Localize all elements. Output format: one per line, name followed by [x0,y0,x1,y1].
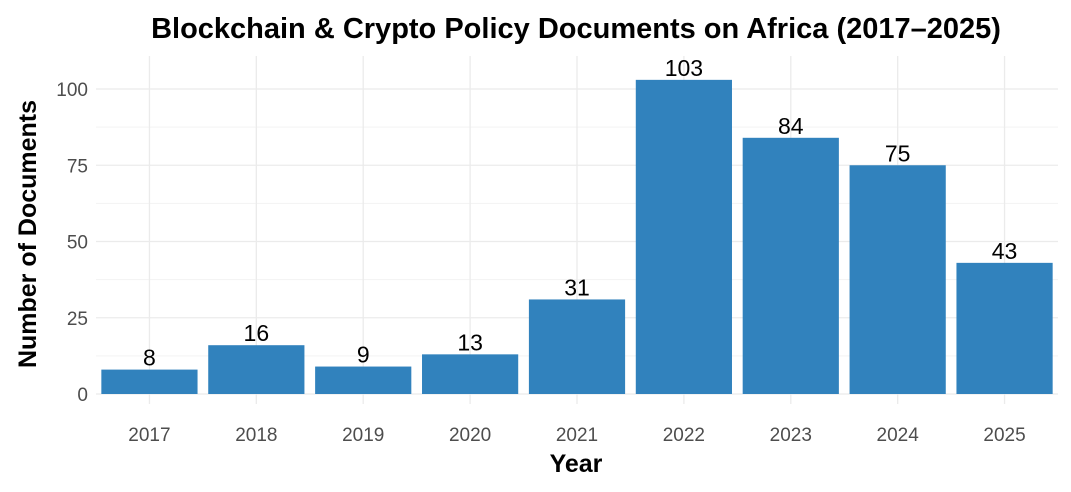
bar-2017 [101,369,198,394]
x-tick-label: 2020 [449,425,491,446]
bar-value-label: 9 [357,342,370,368]
y-tick-label: 25 [67,309,88,330]
x-tick-label: 2022 [663,425,705,446]
x-axis-title: Year [550,450,603,478]
x-tick-label: 2025 [983,425,1025,446]
y-tick-label: 0 [77,385,88,406]
bar-2022 [635,79,732,394]
bar-2024 [849,165,946,394]
bar-value-label: 43 [992,238,1018,264]
x-tick-label: 2019 [342,425,384,446]
y-tick-label: 75 [67,156,88,177]
bar-2019 [315,366,412,394]
bar-value-label: 103 [665,55,703,81]
bar-2018 [208,345,305,394]
y-axis-title: Number of Documents [14,100,42,368]
chart-title: Blockchain & Crypto Policy Documents on … [151,13,1001,45]
x-tick-label: 2017 [128,425,170,446]
bar-value-label: 8 [143,345,156,371]
x-tick-label: 2024 [877,425,920,446]
bar-2020 [422,354,519,394]
bar-value-label: 84 [778,113,804,139]
bar-labels: 8 16 9 13 31 103 84 75 43 [143,55,1017,371]
bar-2021 [528,299,626,394]
x-axis-ticks: 2017 2018 2019 2020 2021 2022 2023 2024 2025 [128,425,1025,446]
x-tick-label: 2018 [235,425,277,446]
bar-value-label: 16 [244,320,270,346]
x-tick-label: 2023 [770,425,812,446]
y-axis-ticks: 0 25 50 75 100 [56,80,88,406]
bars [101,79,1053,395]
bar-value-label: 13 [457,329,483,355]
x-tick-label: 2021 [556,425,598,446]
bar-2023 [742,137,839,395]
y-tick-label: 100 [56,80,88,101]
bar-value-label: 75 [885,140,911,166]
y-tick-label: 50 [67,233,88,254]
bar-value-label: 31 [564,274,590,300]
bar-2025 [956,262,1053,394]
